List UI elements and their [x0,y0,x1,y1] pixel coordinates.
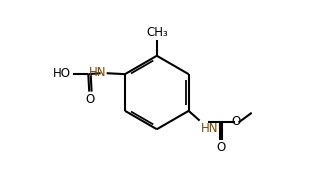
Text: O: O [232,115,241,128]
Text: O: O [86,93,95,106]
Text: HO: HO [53,67,71,80]
Text: CH₃: CH₃ [146,26,168,39]
Text: HN: HN [201,122,218,135]
Text: HN: HN [89,66,107,79]
Text: O: O [216,141,226,154]
